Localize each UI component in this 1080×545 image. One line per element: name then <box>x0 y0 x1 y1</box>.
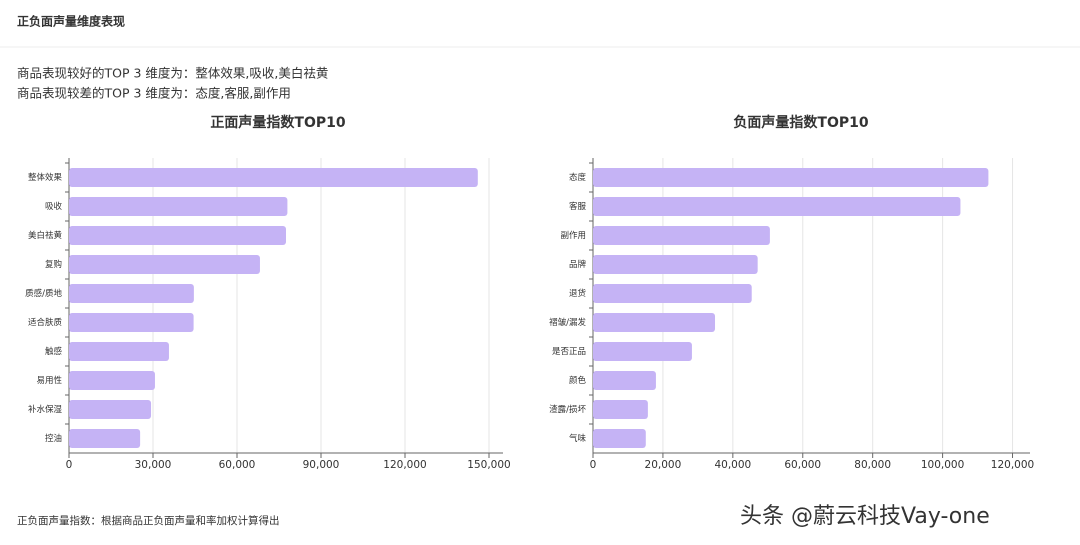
x-tick-label: 20,000 <box>645 459 682 471</box>
x-tick-label: 120,000 <box>383 459 426 471</box>
x-tick-label: 80,000 <box>854 459 891 471</box>
bar <box>593 371 656 390</box>
summary-line: 商品表现较差的TOP 3 维度为：态度,客服,副作用 <box>17 86 291 101</box>
x-tick-label: 40,000 <box>714 459 751 471</box>
y-tick-label: 是否正品 <box>552 347 586 357</box>
bar <box>593 168 989 187</box>
bar <box>69 197 288 216</box>
y-tick-label: 质感/质地 <box>25 288 62 299</box>
header-title: 正负面声量维度表现 <box>17 14 125 29</box>
bar <box>69 284 194 303</box>
x-tick-label: 150,000 <box>467 459 510 471</box>
y-tick-label: 态度 <box>569 172 587 183</box>
bar <box>593 284 752 303</box>
y-tick-label: 退货 <box>569 288 587 299</box>
x-tick-label: 90,000 <box>303 459 340 471</box>
y-tick-label: 复购 <box>45 259 62 270</box>
x-tick-label: 0 <box>590 459 597 471</box>
y-tick-label: 触感 <box>45 346 63 357</box>
y-tick-label: 控油 <box>45 433 62 444</box>
y-tick-label: 美白祛黄 <box>28 230 63 241</box>
bar <box>69 342 169 361</box>
y-tick-label: 渣露/损坏 <box>549 404 586 415</box>
bar <box>593 429 646 448</box>
bar <box>69 168 478 187</box>
x-tick-label: 60,000 <box>784 459 821 471</box>
bar <box>593 226 770 245</box>
bar <box>593 400 648 419</box>
bar <box>593 342 692 361</box>
y-tick-label: 气味 <box>569 433 587 444</box>
y-tick-label: 整体效果 <box>28 172 63 183</box>
bar <box>69 313 194 332</box>
bar <box>69 255 260 274</box>
x-tick-label: 100,000 <box>921 459 964 471</box>
y-tick-label: 易用性 <box>36 375 62 386</box>
x-tick-label: 120,000 <box>991 459 1034 471</box>
chart-title: 负面声量指数TOP10 <box>733 114 868 131</box>
x-tick-label: 30,000 <box>135 459 172 471</box>
bar <box>69 371 155 390</box>
y-tick-label: 客服 <box>569 201 587 212</box>
bar <box>593 313 716 332</box>
y-tick-label: 褶皱/漏发 <box>549 317 586 328</box>
bar <box>69 400 152 419</box>
y-tick-label: 颜色 <box>569 375 587 386</box>
y-tick-label: 补水保湿 <box>28 404 63 415</box>
bar <box>593 197 961 216</box>
chart-title: 正面声量指数TOP10 <box>210 114 345 131</box>
x-tick-label: 0 <box>66 459 73 471</box>
x-tick-label: 60,000 <box>219 459 256 471</box>
bar <box>593 255 758 274</box>
y-tick-label: 品牌 <box>569 259 587 270</box>
y-tick-label: 吸收 <box>45 201 63 212</box>
bar <box>69 429 141 448</box>
summary-line: 商品表现较好的TOP 3 维度为：整体效果,吸收,美白祛黄 <box>17 66 328 81</box>
bar <box>69 226 286 245</box>
y-tick-label: 适合肤质 <box>28 317 63 328</box>
watermark: 头条 @蔚云科技Vay-one <box>740 504 990 529</box>
footnote: 正负面声量指数：根据商品正负面声量和率加权计算得出 <box>17 514 280 527</box>
y-tick-label: 副作用 <box>560 230 586 241</box>
